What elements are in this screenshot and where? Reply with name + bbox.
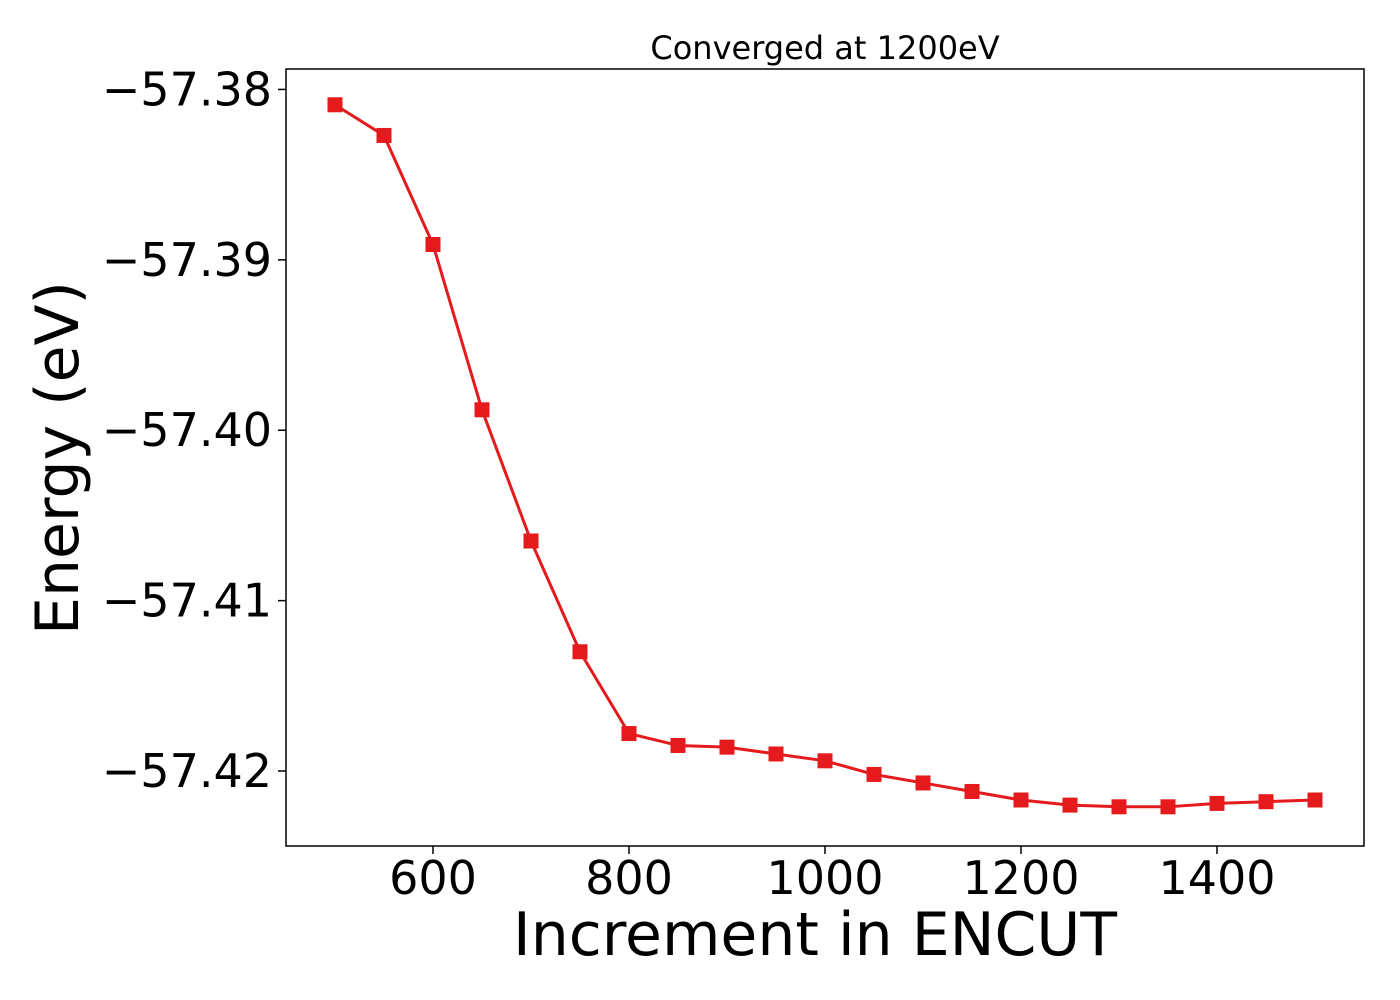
data-point-marker <box>768 746 784 762</box>
chart-title: Converged at 1200eV <box>650 29 999 67</box>
x-tick-label: 1000 <box>766 851 883 905</box>
y-axis-label: Energy (eV) <box>23 281 93 635</box>
data-point-marker <box>719 739 735 755</box>
data-point-marker <box>425 237 441 253</box>
x-tick-label: 1200 <box>962 851 1079 905</box>
data-point-marker <box>964 783 980 799</box>
data-point-marker <box>1111 799 1127 815</box>
x-tick-label: 600 <box>389 851 477 905</box>
data-point-marker <box>572 644 588 660</box>
y-tick-label: −57.38 <box>102 62 272 116</box>
data-point-marker <box>1062 797 1078 813</box>
series-line <box>334 103 1316 809</box>
data-point-marker <box>621 726 637 742</box>
data-point-marker <box>1013 792 1029 808</box>
x-axis-label: Increment in ENCUT <box>513 900 1117 970</box>
data-point-marker <box>670 737 686 753</box>
data-point-marker <box>376 127 392 143</box>
data-point-marker <box>1307 792 1323 808</box>
y-tick-label: −57.41 <box>102 574 272 628</box>
data-point-marker <box>1258 794 1274 810</box>
y-tick-label: −57.39 <box>102 233 272 287</box>
plot-area <box>327 97 1323 815</box>
data-point-marker <box>1209 795 1225 811</box>
data-point-marker <box>1160 799 1176 815</box>
data-point-marker <box>474 402 490 418</box>
data-point-marker <box>866 766 882 782</box>
data-point-marker <box>817 753 833 769</box>
y-tick-label: −57.40 <box>102 403 272 457</box>
x-axis: 600 800 1000 1200 1400 <box>389 846 1276 905</box>
y-tick-label: −57.42 <box>102 744 272 798</box>
data-point-marker <box>327 97 343 113</box>
data-point-marker <box>915 775 931 791</box>
y-axis: −57.38 −57.39 −57.40 −57.41 −57.42 <box>102 62 286 798</box>
x-tick-label: 1400 <box>1158 851 1275 905</box>
plot-frame <box>285 68 1365 847</box>
data-point-marker <box>523 533 539 549</box>
x-tick-label: 800 <box>585 851 673 905</box>
